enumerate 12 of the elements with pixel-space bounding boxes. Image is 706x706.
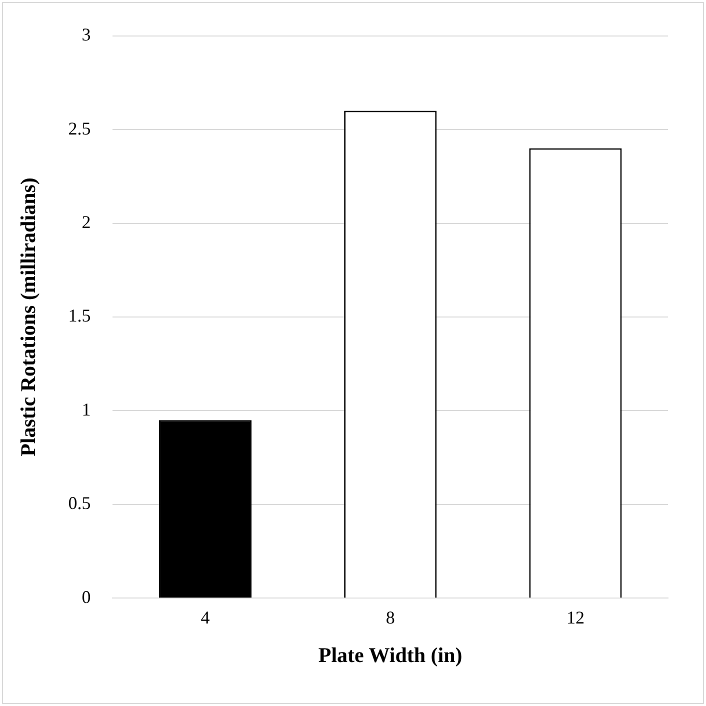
y-tick-label: 2: [82, 212, 91, 232]
y-tick-label: 3: [82, 24, 91, 45]
x-tick-label: 12: [566, 608, 584, 628]
x-tick-label: 4: [200, 608, 210, 628]
x-axis-title: Plate Width (in): [318, 642, 462, 667]
y-tick-label: 1.5: [68, 306, 91, 326]
y-tick-label: 2.5: [68, 118, 91, 138]
y-tick-label: 0.5: [68, 493, 91, 514]
x-tick-label: 8: [386, 608, 395, 628]
y-tick-label: 1: [82, 399, 91, 420]
y-tick-label: 0: [82, 586, 91, 607]
y-axis-title: Plastic Rotations (milliradians): [16, 178, 40, 456]
